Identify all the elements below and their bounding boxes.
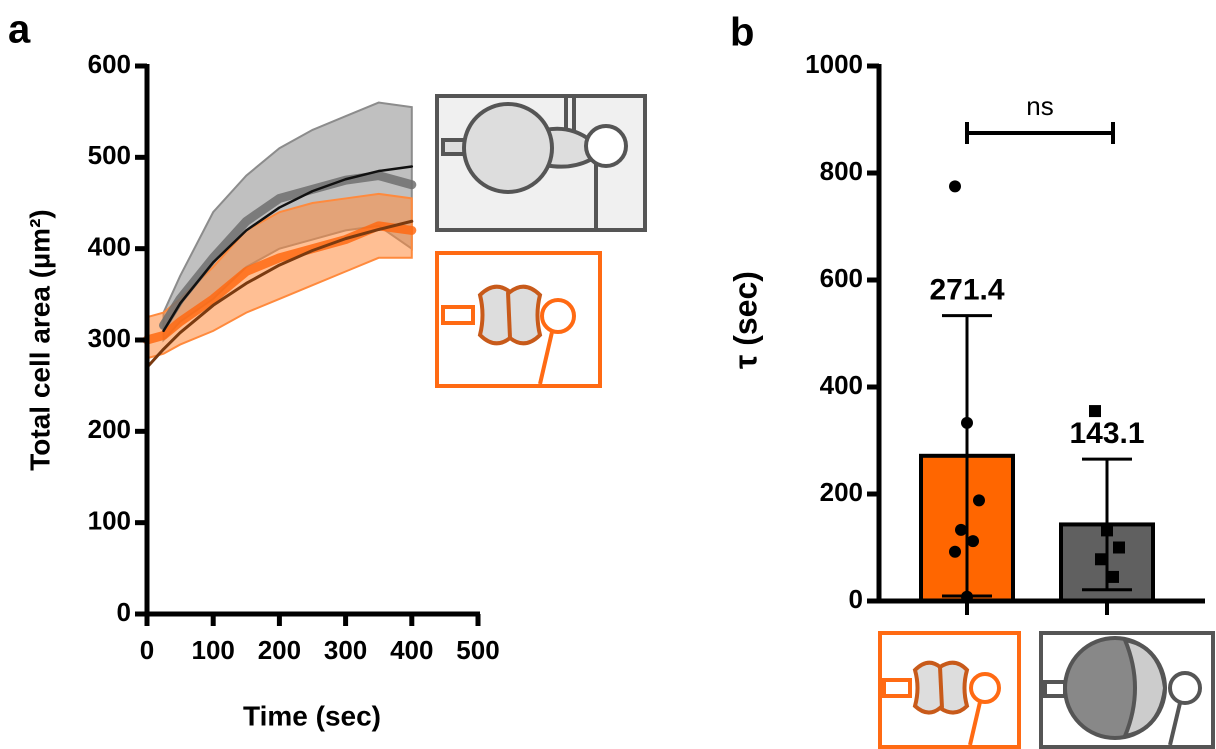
icon-orange [878, 631, 1021, 749]
y-tick-label: 400 [88, 232, 131, 262]
line [162, 165, 414, 333]
y-tick-label: 0 [117, 597, 131, 627]
panel-label: b [730, 11, 754, 55]
y-tick-label: 300 [88, 323, 131, 353]
data-point [949, 180, 961, 193]
value-label: 143.1 [1069, 417, 1144, 450]
line [145, 219, 414, 369]
x-tick-label: 300 [324, 635, 367, 665]
data-point [1101, 524, 1113, 537]
data-point [949, 545, 961, 558]
significance: ns [1026, 91, 1053, 121]
x-axis-title: Time (sec) [243, 700, 381, 731]
y-axis-title: Total cell area (µm²) [24, 209, 55, 470]
data-point [961, 416, 973, 429]
y-tick-label: 600 [88, 49, 131, 79]
x-tick-label: 100 [192, 635, 235, 665]
y-tick-label: 400 [820, 370, 863, 400]
x-tick-label: 200 [258, 635, 301, 665]
y-axis-title: τ (sec) [727, 271, 763, 369]
y-tick-label: 0 [849, 584, 863, 614]
y-tick-label: 600 [820, 263, 863, 293]
data-point [967, 535, 979, 548]
x-tick-label: 500 [456, 635, 499, 665]
icon-gray [1039, 631, 1215, 749]
data-point [1113, 541, 1125, 554]
y-tick-label: 200 [88, 414, 131, 444]
bracket [965, 122, 1115, 144]
icon-orange [435, 251, 602, 388]
x-tick-label: 0 [140, 635, 154, 665]
y-tick-label: 200 [820, 477, 863, 507]
panel-label: a [8, 8, 31, 52]
y-tick-label: 1000 [805, 49, 863, 79]
data-point [955, 523, 967, 536]
data-point [1107, 570, 1119, 583]
value-label: 271.4 [929, 274, 1004, 307]
icon-gray [435, 94, 647, 232]
data-point [973, 494, 985, 507]
y-tick-label: 500 [88, 140, 131, 170]
x-tick-label: 400 [390, 635, 433, 665]
y-tick-label: 800 [820, 156, 863, 186]
y-tick-label: 100 [88, 506, 131, 536]
line [159, 171, 417, 330]
data-point [1095, 553, 1107, 566]
data-point [1089, 405, 1101, 418]
